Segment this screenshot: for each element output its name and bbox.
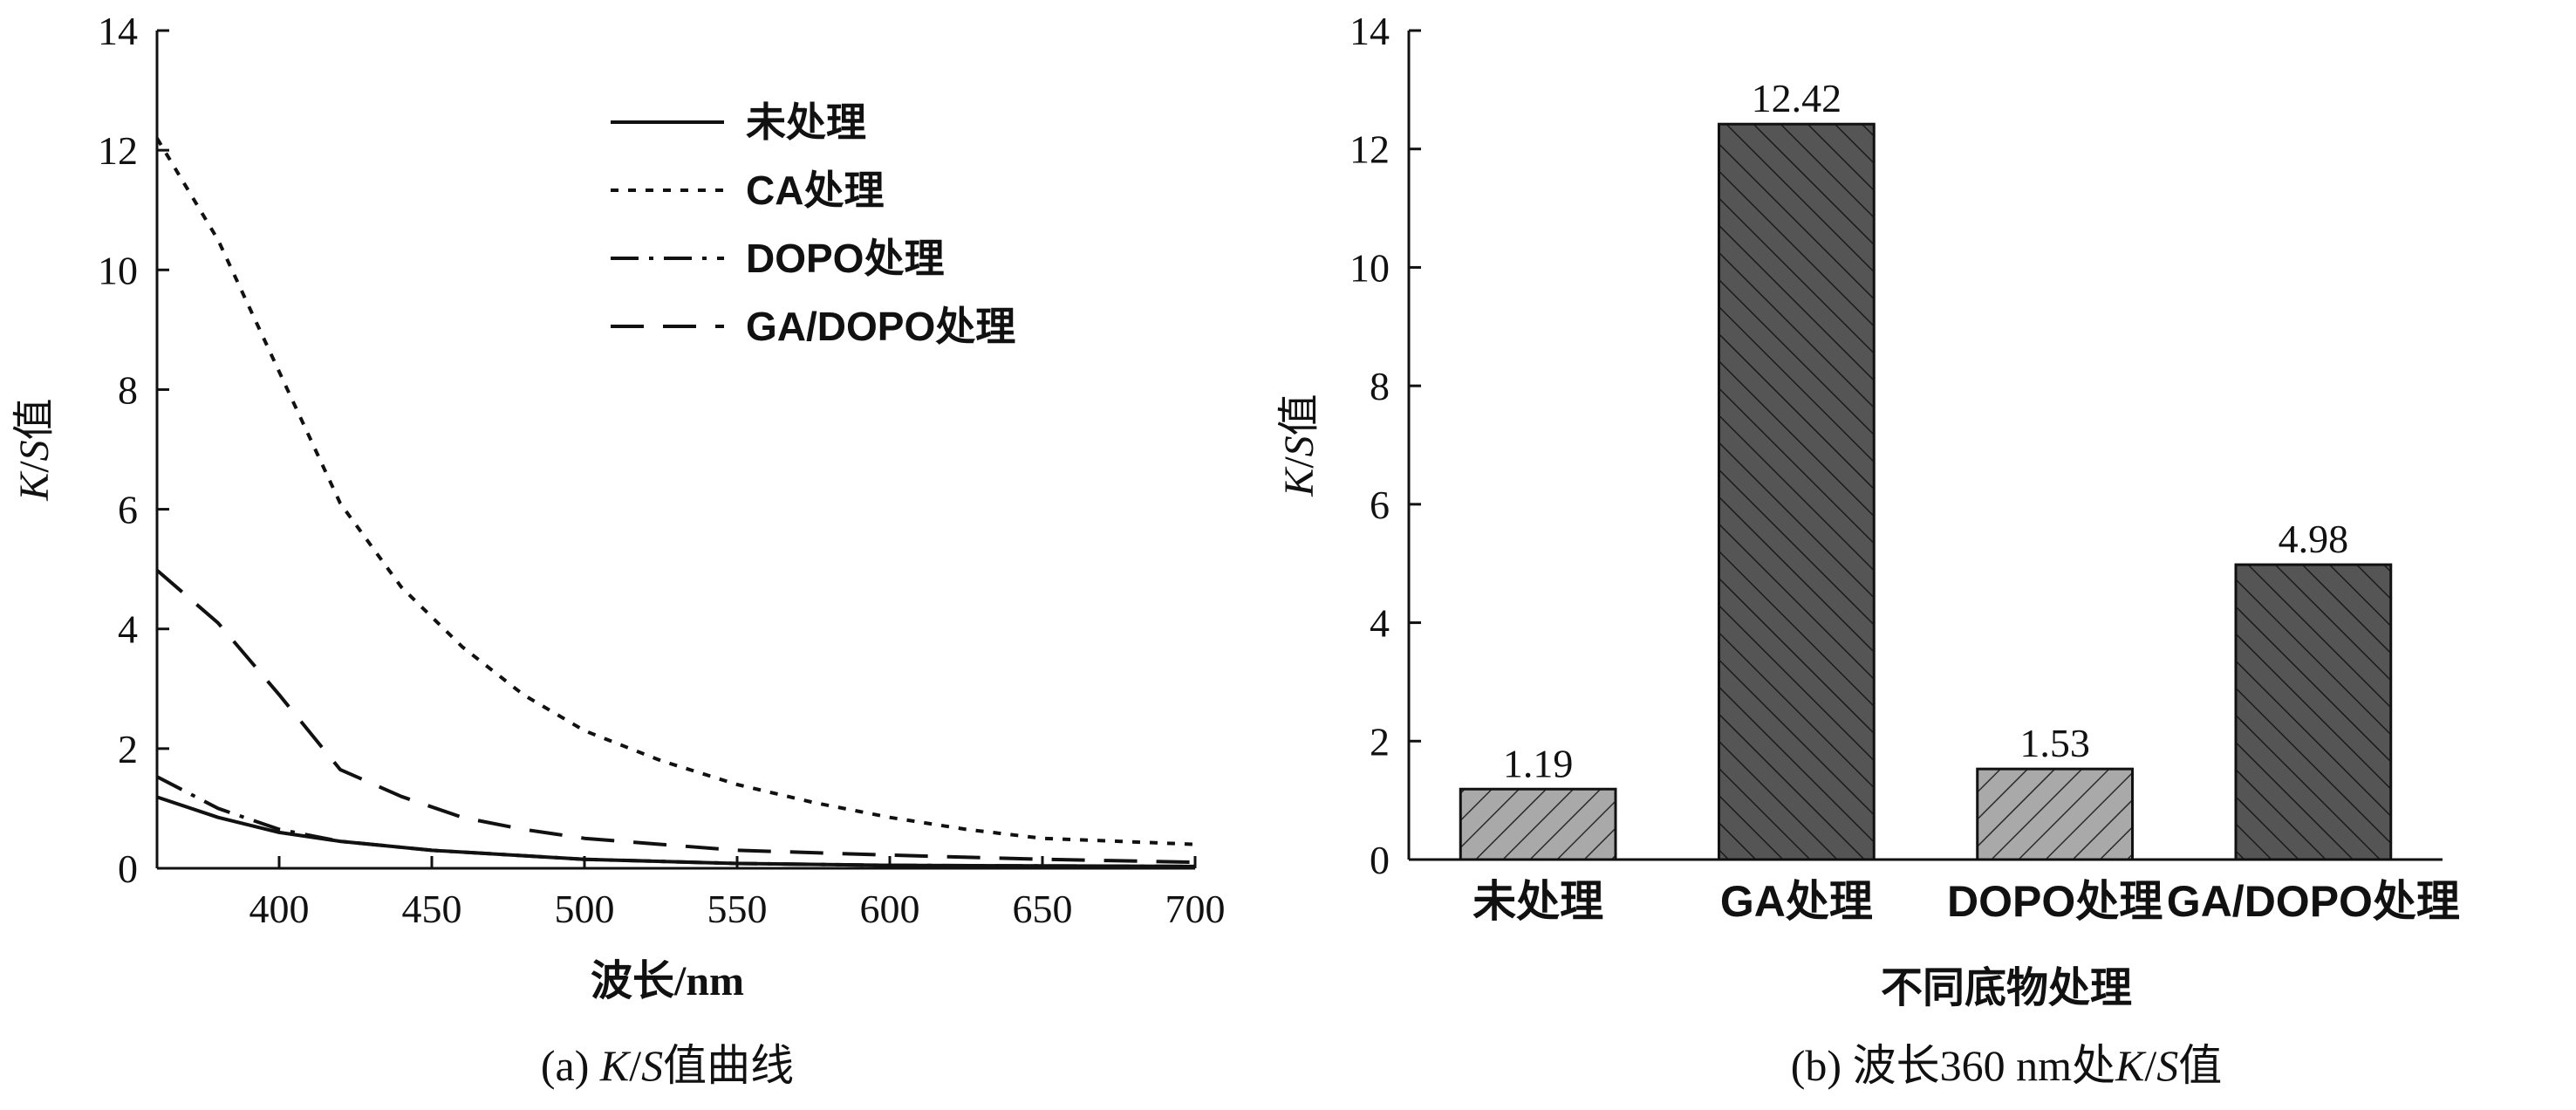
bar-2: [1976, 767, 2134, 861]
line-y-tick-label: 6: [118, 488, 138, 532]
line-y-tick-label: 2: [118, 727, 138, 771]
bar-value-label-2: 1.53: [2019, 721, 2090, 765]
bar-y-label-s: S: [1276, 435, 1322, 456]
line-caption-slash: /: [629, 1041, 641, 1090]
line-y-label-suffix: 值: [11, 398, 58, 440]
bar-y-tick-label: 2: [1370, 719, 1390, 764]
series-line-2: [156, 775, 1196, 868]
bar-category-label-1: GA处理: [1720, 877, 1873, 926]
line-x-tick-label: 500: [555, 887, 615, 931]
legend-label-0: 未处理: [746, 99, 866, 145]
line-chart-legend: 未处理 CA处理 DOPO处理 GA/DOPO处理: [611, 99, 1015, 349]
bar-chart-y-label: K/S值: [1276, 394, 1322, 497]
line-x-tick-label: 400: [249, 887, 310, 931]
bar-caption-slash: /: [2144, 1041, 2156, 1090]
line-y-tick-label: 4: [118, 607, 138, 652]
bar-y-label-k: K: [1276, 466, 1322, 497]
bar-y-label-slash: /: [1276, 456, 1322, 469]
line-x-tick-label: 550: [707, 887, 768, 931]
bar-category-label-0: 未处理: [1472, 877, 1603, 926]
bar-category-label-2: DOPO处理: [1947, 877, 2163, 926]
bar-caption-k: K: [2115, 1041, 2147, 1090]
bar-y-tick-label: 0: [1370, 838, 1390, 882]
bar-y-label-suffix: 值: [1276, 394, 1322, 435]
line-y-tick-label: 12: [98, 128, 138, 173]
bar-y-tick-label: 10: [1349, 245, 1390, 290]
bar-caption-suffix: 值: [2178, 1041, 2222, 1090]
bar-y-tick-label: 12: [1349, 127, 1390, 172]
line-chart-ticks: 0 2 4 6 8 10 12 14 400 450 500 550 600 650 700: [98, 9, 1226, 931]
line-chart-y-label: K/S值: [11, 398, 58, 501]
legend-label-3: GA/DOPO处理: [746, 304, 1015, 349]
bar-0: [1459, 787, 1617, 861]
bar-y-tick-label: 14: [1349, 9, 1390, 53]
bar-y-tick-label: 4: [1370, 601, 1390, 646]
bar-chart-x-label: 不同底物处理: [1881, 965, 2132, 1011]
line-caption-prefix: (a): [541, 1041, 600, 1090]
line-y-label-k: K: [11, 470, 58, 502]
line-chart-caption: (a) K/S值曲线: [541, 1041, 794, 1090]
line-x-tick-label: 700: [1165, 887, 1226, 931]
line-y-tick-label: 8: [118, 367, 138, 412]
line-y-tick-label: 0: [118, 846, 138, 891]
bar-y-tick-label: 8: [1370, 364, 1390, 408]
series-line-0: [156, 795, 1196, 868]
series-line-1: [155, 137, 1196, 846]
bar-y-tick-label: 6: [1370, 483, 1390, 527]
line-y-label-s: S: [11, 440, 58, 461]
bar-caption-prefix: (b) 波长360 nm处: [1791, 1041, 2115, 1090]
line-caption-k: K: [599, 1041, 632, 1090]
bar-1: [1718, 122, 1876, 861]
bar-value-label-3: 4.98: [2279, 517, 2349, 561]
bar-chart-panel: 0 2 4 6 8 10 12 14 1.19 未处理 12.42 GA处理 1.53 DOPO处理 4.…: [1276, 9, 2460, 1090]
line-y-tick-label: 14: [98, 9, 138, 53]
line-chart-x-label: 波长/nm: [591, 958, 744, 1004]
series-line-3: [155, 568, 1196, 865]
legend-label-1: CA处理: [746, 168, 884, 213]
line-x-tick-label: 650: [1013, 887, 1073, 931]
line-y-tick-label: 10: [98, 248, 138, 292]
bar-chart-ticks: 0 2 4 6 8 10 12 14: [1349, 9, 1421, 882]
line-x-tick-label: 450: [402, 887, 462, 931]
bar-chart-caption: (b) 波长360 nm处K/S值: [1791, 1041, 2222, 1090]
line-chart-series: [155, 137, 1196, 868]
line-caption-suffix: 值曲线: [663, 1041, 794, 1090]
line-y-label-slash: /: [11, 461, 58, 473]
bar-caption-s: S: [2156, 1041, 2178, 1090]
legend-label-2: DOPO处理: [746, 236, 944, 281]
bar-chart-bars: 1.19 未处理 12.42 GA处理 1.53 DOPO处理 4.98 GA/DOPO处理: [1459, 76, 2460, 926]
line-x-tick-label: 600: [860, 887, 920, 931]
line-caption-s: S: [641, 1041, 663, 1090]
bar-value-label-0: 1.19: [1503, 741, 1574, 785]
bar-value-label-1: 12.42: [1752, 76, 1842, 120]
bar-3: [2234, 563, 2393, 861]
bar-category-label-3: GA/DOPO处理: [2167, 877, 2460, 926]
